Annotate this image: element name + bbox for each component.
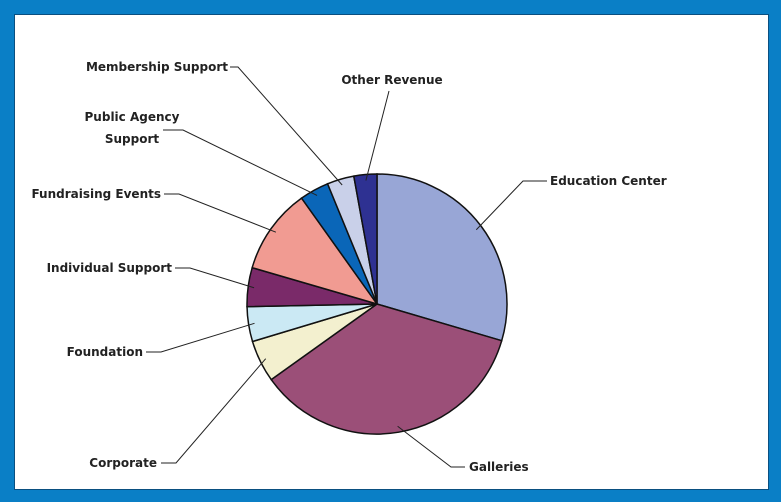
leader-line [161,358,267,464]
leader-line [397,425,465,468]
leader-line [163,129,318,196]
pie-slice-galleries [270,303,503,435]
slice-label: Individual Support [47,261,173,275]
pie-slice-education-center [376,173,508,342]
leader-line [164,193,277,233]
slice-label: Corporate [89,456,157,470]
pie-chart: Education Center Galleries Corporate Founda… [31,60,667,474]
pie-slice-fundraising-events [251,197,379,306]
slice-label: Education Center [550,174,667,188]
leader-line [175,267,255,289]
slice-label: Galleries [469,460,529,474]
slice-label: Support [105,132,160,146]
leader-line [230,66,343,186]
slice-label: Fundraising Events [31,187,161,201]
slice-label: Other Revenue [341,73,442,87]
slice-label: Foundation [67,345,143,359]
pie-slice-other-revenue [352,173,378,305]
chart-panel: Education Center Galleries Corporate Founda… [14,14,769,490]
leader-line [146,322,255,353]
slice-label: Public Agency [85,110,180,124]
leader-line [365,90,390,181]
leader-line [475,180,547,231]
slice-label: Membership Support [86,60,228,74]
